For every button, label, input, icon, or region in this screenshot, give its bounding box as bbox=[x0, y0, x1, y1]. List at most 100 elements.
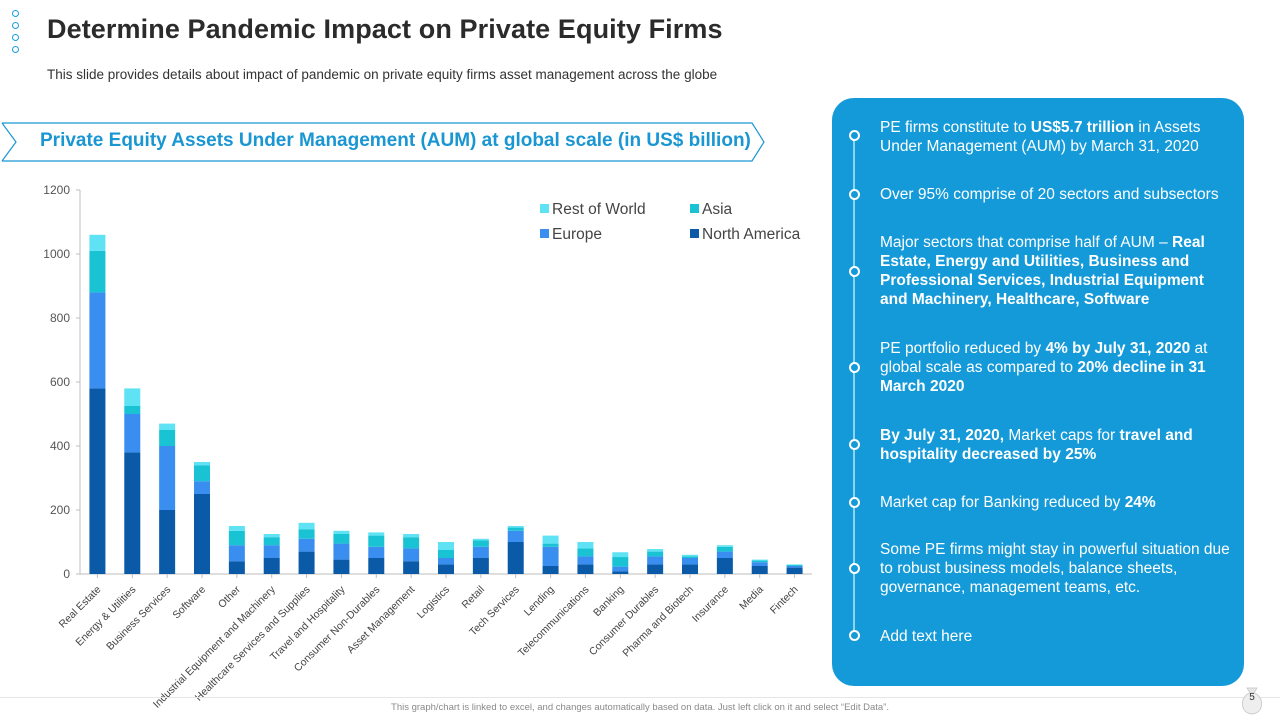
insight-text-run: Over 95% comprise of 20 sectors and subs… bbox=[880, 186, 1219, 203]
bar-segment[interactable] bbox=[647, 564, 664, 574]
bar-segment[interactable] bbox=[228, 526, 245, 531]
bar-segment[interactable] bbox=[647, 549, 664, 552]
bar-segment[interactable] bbox=[124, 406, 141, 414]
bar-segment[interactable] bbox=[751, 559, 768, 561]
bar-segment[interactable] bbox=[542, 535, 559, 544]
insight-text-bold: travel and hospitality decreased by 25% bbox=[880, 427, 1193, 463]
bar-segment[interactable] bbox=[438, 558, 454, 565]
bar-segment[interactable] bbox=[716, 545, 733, 547]
bar-segment[interactable] bbox=[751, 566, 768, 574]
bar-segment[interactable] bbox=[577, 556, 594, 565]
bar-segment[interactable] bbox=[124, 452, 141, 574]
bar-segment[interactable] bbox=[124, 414, 141, 453]
bar-segment[interactable] bbox=[333, 534, 350, 544]
bar-segment[interactable] bbox=[298, 522, 315, 530]
bar-segment[interactable] bbox=[89, 292, 106, 389]
bar-segment[interactable] bbox=[682, 554, 698, 557]
bar-segment[interactable] bbox=[507, 526, 524, 528]
bar-segment[interactable] bbox=[228, 530, 245, 546]
bar-segment[interactable] bbox=[298, 529, 315, 539]
timeline-node-icon bbox=[849, 630, 860, 641]
bar-segment[interactable] bbox=[716, 558, 733, 574]
bar-segment[interactable] bbox=[786, 565, 803, 566]
bar-segment[interactable] bbox=[403, 534, 420, 538]
timeline-node-icon bbox=[849, 362, 860, 373]
bar-segment[interactable] bbox=[542, 546, 559, 566]
bar-segment[interactable] bbox=[612, 571, 629, 574]
bar-segment[interactable] bbox=[368, 535, 385, 547]
page-badge-icon bbox=[1241, 687, 1263, 715]
bar-segment[interactable] bbox=[89, 234, 106, 251]
bar-segment[interactable] bbox=[228, 545, 245, 562]
bar-segment[interactable] bbox=[507, 542, 524, 574]
bar-segment[interactable] bbox=[159, 510, 176, 574]
insight-text-bold: 20% decline in 31 March 2020 bbox=[880, 359, 1206, 395]
bar-segment[interactable] bbox=[438, 564, 454, 574]
bar-segment[interactable] bbox=[786, 566, 803, 568]
bar-segment[interactable] bbox=[194, 494, 210, 574]
timeline-node-icon bbox=[849, 266, 860, 277]
bar-segment[interactable] bbox=[472, 558, 489, 574]
bar-segment[interactable] bbox=[786, 564, 803, 566]
bar-segment[interactable] bbox=[298, 551, 315, 574]
bar-segment[interactable] bbox=[647, 556, 664, 565]
bar-segment[interactable] bbox=[438, 542, 454, 550]
bar-segment[interactable] bbox=[333, 543, 350, 560]
bar-segment[interactable] bbox=[542, 543, 559, 547]
bar-segment[interactable] bbox=[577, 542, 594, 549]
bar-segment[interactable] bbox=[263, 537, 280, 546]
bar-segment[interactable] bbox=[577, 564, 594, 574]
bar-segment[interactable] bbox=[403, 561, 420, 574]
bar-segment[interactable] bbox=[403, 537, 420, 549]
bar-segment[interactable] bbox=[682, 558, 698, 565]
bar-segment[interactable] bbox=[716, 546, 733, 552]
bar-segment[interactable] bbox=[263, 534, 280, 538]
bar-segment[interactable] bbox=[333, 559, 350, 574]
bar-segment[interactable] bbox=[298, 538, 315, 552]
legend-swatch bbox=[540, 204, 549, 213]
bar-segment[interactable] bbox=[228, 561, 245, 574]
insight-text-bold: Real Estate, Energy and Utilities, Busin… bbox=[880, 234, 1205, 308]
bar-segment[interactable] bbox=[368, 546, 385, 558]
insight-text: Add text here bbox=[880, 627, 1235, 646]
x-tick-label: Media bbox=[737, 584, 766, 613]
bar-segment[interactable] bbox=[647, 551, 664, 557]
bar-segment[interactable] bbox=[612, 552, 629, 558]
bar-segment[interactable] bbox=[751, 562, 768, 566]
x-tick-label: Fintech bbox=[768, 584, 801, 617]
bar-segment[interactable] bbox=[507, 527, 524, 531]
bar-segment[interactable] bbox=[612, 557, 629, 567]
bar-segment[interactable] bbox=[194, 465, 210, 482]
bar-segment[interactable] bbox=[716, 551, 733, 558]
bar-segment[interactable] bbox=[403, 548, 420, 562]
bar-segment[interactable] bbox=[472, 546, 489, 558]
bar-segment[interactable] bbox=[159, 446, 176, 510]
bar-segment[interactable] bbox=[368, 532, 385, 536]
y-tick-label: 600 bbox=[50, 375, 70, 389]
bar-segment[interactable] bbox=[159, 423, 176, 430]
bar-segment[interactable] bbox=[472, 538, 489, 541]
bar-segment[interactable] bbox=[194, 462, 210, 466]
bar-segment[interactable] bbox=[89, 250, 106, 293]
bar-segment[interactable] bbox=[194, 481, 210, 494]
bar-segment[interactable] bbox=[577, 548, 594, 557]
bar-segment[interactable] bbox=[786, 567, 803, 574]
banner-arrow-shape bbox=[1, 122, 765, 162]
bar-segment[interactable] bbox=[751, 560, 768, 563]
bar-segment[interactable] bbox=[612, 566, 629, 572]
bar-segment[interactable] bbox=[263, 558, 280, 574]
y-tick-label: 400 bbox=[50, 439, 70, 453]
bar-segment[interactable] bbox=[438, 550, 454, 558]
bar-segment[interactable] bbox=[542, 566, 559, 574]
bar-segment[interactable] bbox=[368, 558, 385, 574]
bar-segment[interactable] bbox=[124, 388, 141, 406]
bar-segment[interactable] bbox=[89, 388, 106, 574]
bar-segment[interactable] bbox=[159, 430, 176, 446]
bar-segment[interactable] bbox=[682, 556, 698, 558]
bar-segment[interactable] bbox=[682, 564, 698, 574]
bar-segment[interactable] bbox=[263, 545, 280, 558]
bar-segment[interactable] bbox=[472, 540, 489, 547]
bar-segment[interactable] bbox=[333, 530, 350, 534]
bar-segment[interactable] bbox=[507, 530, 524, 542]
